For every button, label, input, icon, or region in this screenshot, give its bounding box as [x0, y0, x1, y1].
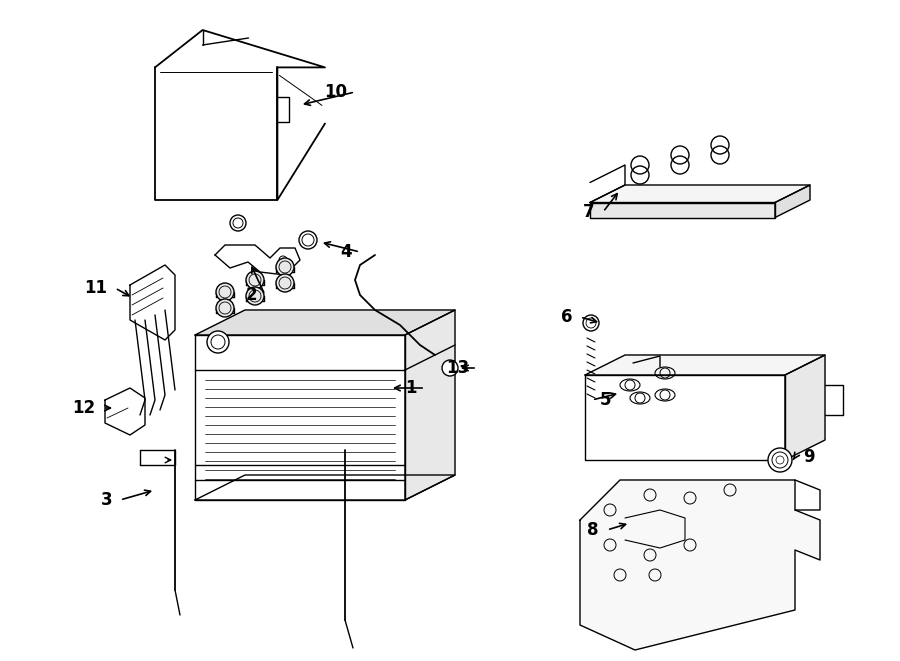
Circle shape	[207, 331, 229, 353]
Polygon shape	[195, 310, 455, 335]
Text: 5: 5	[600, 391, 611, 409]
Text: 6: 6	[561, 308, 572, 326]
Circle shape	[230, 215, 246, 231]
Text: 13: 13	[446, 359, 469, 377]
Circle shape	[276, 258, 294, 276]
Circle shape	[216, 299, 234, 317]
Circle shape	[583, 315, 599, 331]
Polygon shape	[585, 375, 785, 460]
Text: 1: 1	[406, 379, 417, 397]
Circle shape	[299, 231, 317, 249]
Text: 9: 9	[803, 448, 815, 466]
Circle shape	[442, 360, 458, 376]
Text: 4: 4	[340, 243, 352, 261]
Text: 8: 8	[588, 521, 599, 539]
Polygon shape	[775, 185, 810, 217]
Text: 12: 12	[72, 399, 95, 417]
Polygon shape	[590, 202, 775, 217]
Polygon shape	[785, 355, 825, 460]
Text: 11: 11	[84, 279, 107, 297]
Polygon shape	[195, 335, 405, 500]
Circle shape	[216, 283, 234, 301]
Polygon shape	[195, 475, 455, 500]
Polygon shape	[585, 355, 825, 375]
Circle shape	[246, 287, 264, 305]
Polygon shape	[590, 185, 810, 202]
Circle shape	[276, 274, 294, 292]
Text: 7: 7	[583, 203, 595, 221]
Circle shape	[768, 448, 792, 472]
Polygon shape	[580, 480, 820, 650]
Text: 2: 2	[246, 286, 257, 304]
Text: 3: 3	[101, 491, 112, 509]
Circle shape	[246, 271, 264, 289]
Polygon shape	[405, 310, 455, 500]
Text: 10: 10	[324, 83, 347, 101]
